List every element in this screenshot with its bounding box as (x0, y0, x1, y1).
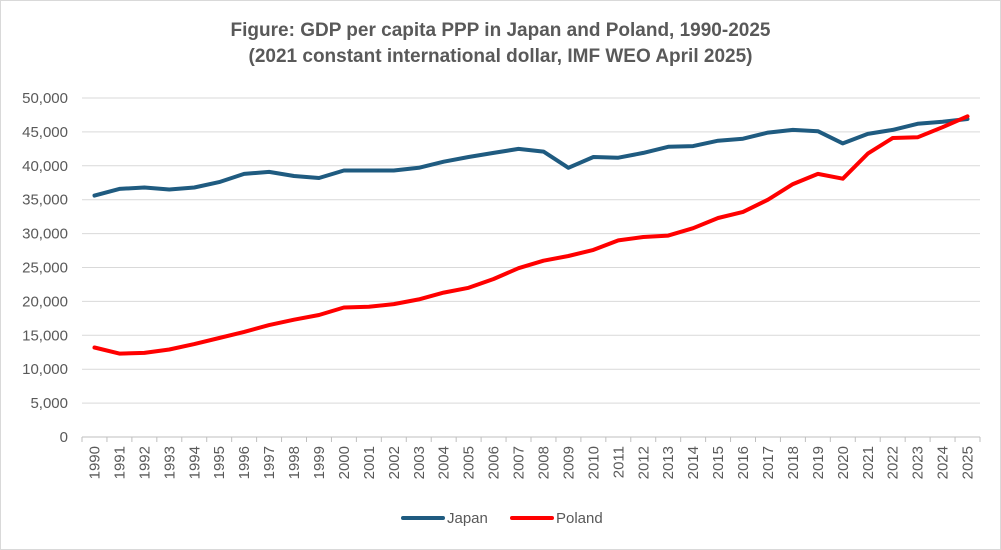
x-tick-label: 2003 (411, 446, 428, 479)
y-tick-label: 50,000 (22, 90, 68, 107)
x-tick-label: 2013 (660, 446, 677, 479)
x-tick-label: 1990 (86, 446, 103, 479)
y-tick-label: 40,000 (22, 158, 68, 175)
x-tick-label: 2005 (461, 446, 478, 479)
x-tick-label: 2014 (685, 446, 702, 479)
x-tick-label: 2010 (585, 446, 602, 479)
x-tick-label: 2007 (511, 446, 528, 479)
y-tick-label: 30,000 (22, 226, 68, 243)
x-tick-label: 2004 (436, 446, 453, 479)
chart-title: Figure: GDP per capita PPP in Japan and … (230, 20, 771, 41)
legend: Japan Poland (401, 510, 603, 527)
x-tick-label: 2025 (960, 446, 977, 479)
x-tick-label: 2017 (760, 446, 777, 479)
x-tick-label: 1995 (211, 446, 228, 479)
x-tick-label: 2002 (386, 446, 403, 479)
series-line-japan (92, 117, 970, 198)
x-tick-label: 1994 (186, 446, 203, 479)
y-tick-label: 25,000 (22, 260, 68, 277)
y-tick-label: 15,000 (22, 327, 68, 344)
x-tick-label: 2018 (785, 446, 802, 479)
y-tick-label: 10,000 (22, 361, 68, 378)
x-tick-label: 2016 (735, 446, 752, 479)
legend-label-poland: Poland (556, 510, 603, 527)
chart-title-block: Figure: GDP per capita PPP in Japan and … (0, 18, 1001, 70)
x-tick-label: 1997 (261, 446, 278, 479)
y-tick-label: 35,000 (22, 192, 68, 209)
x-tick-label: 2024 (935, 446, 952, 479)
gridlines (82, 97, 980, 438)
y-tick-label: 45,000 (22, 124, 68, 141)
x-tick-label: 1993 (161, 446, 178, 479)
x-tick-label: 2023 (910, 446, 927, 479)
y-tick-label: 0 (60, 429, 68, 446)
series-lines (92, 114, 970, 356)
y-tick-label: 20,000 (22, 293, 68, 310)
x-tick-label: 2022 (885, 446, 902, 479)
y-tick-label: 5,000 (30, 395, 68, 412)
x-tick-label: 2000 (336, 446, 353, 479)
x-tick-label: 2006 (486, 446, 503, 479)
series-line-poland (92, 114, 970, 356)
x-tick-label: 2020 (835, 446, 852, 479)
x-tick-label: 2011 (610, 446, 627, 478)
x-tick-label: 2001 (361, 446, 378, 479)
x-tick-label: 2012 (635, 446, 652, 479)
chart-subtitle: (2021 constant international dollar, IMF… (248, 46, 753, 67)
x-tick-label: 2009 (560, 446, 577, 479)
x-axis: 1990 1991 1992 1993 1994 1995 1996 1997 1998 1999… (81, 437, 981, 479)
legend-label-japan: Japan (447, 510, 488, 527)
x-tick-label: 1992 (136, 446, 153, 479)
x-tick-label: 1996 (236, 446, 253, 479)
x-tick-label: 1998 (286, 446, 303, 479)
x-tick-label: 2019 (810, 446, 827, 479)
x-tick-label: 2015 (710, 446, 727, 479)
y-axis: 0 5,000 10,000 15,000 20,000 25,000 30,000 35,0… (22, 90, 68, 446)
x-tick-label: 1999 (311, 446, 328, 479)
x-tick-label: 1991 (111, 446, 128, 479)
x-tick-label: 2021 (860, 446, 877, 479)
x-tick-label: 2008 (535, 446, 552, 479)
